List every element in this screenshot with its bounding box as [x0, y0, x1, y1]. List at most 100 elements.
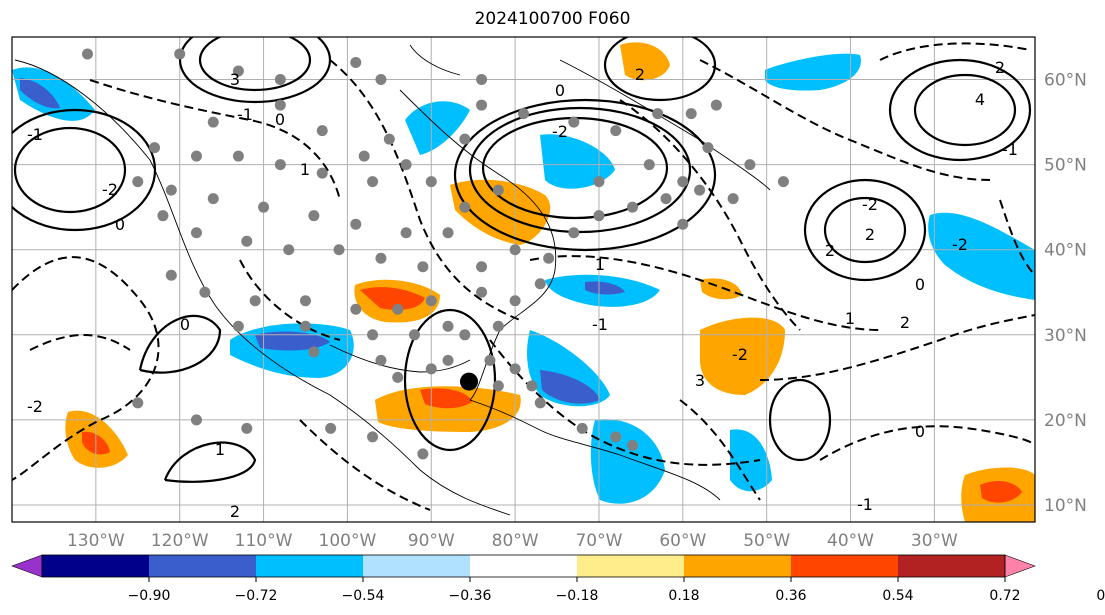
observation-dot: [190, 150, 202, 162]
observation-dot: [232, 320, 244, 332]
observation-dot: [442, 227, 454, 239]
observation-dot: [442, 320, 454, 332]
shade-region: [928, 212, 1035, 300]
observation-dot: [165, 269, 177, 281]
contour-label: 1: [215, 440, 225, 459]
observation-dots: [81, 48, 789, 460]
contour-label: -2: [552, 122, 568, 141]
observation-dot: [241, 422, 253, 434]
contour-label: -2: [862, 195, 878, 214]
shade-region: [585, 281, 625, 295]
observation-dot: [476, 99, 488, 111]
colorbar-tick-label: −0.90: [128, 588, 171, 604]
observation-dot: [459, 201, 471, 213]
chart-title: 2024100700 F060: [474, 9, 631, 29]
observation-dot: [308, 346, 320, 358]
observation-dot: [392, 303, 404, 315]
observation-dot: [518, 108, 529, 120]
lon-tick-label: 30°W: [911, 531, 958, 551]
anomaly-shading: [12, 42, 1035, 522]
shade-region: [420, 388, 472, 409]
contour-label: 2: [230, 502, 240, 521]
observation-dot: [274, 159, 286, 171]
contour-label: 0: [555, 81, 565, 100]
colorbar-segment: [791, 555, 898, 577]
contour-label: 2: [825, 241, 835, 260]
contour-label: 4: [975, 90, 985, 109]
observation-dot: [417, 261, 429, 273]
lon-tick-label: 50°W: [743, 531, 790, 551]
colorbar-segment: [898, 555, 1005, 577]
colorbar-segment: [42, 555, 149, 577]
observation-dot: [425, 176, 437, 188]
observation-dot: [350, 303, 362, 315]
observation-dot: [568, 227, 580, 239]
lon-tick-label: 90°W: [408, 531, 455, 551]
colorbar-tick-label: −0.72: [235, 588, 278, 604]
contour-label: -2: [952, 235, 968, 254]
observation-dot: [744, 159, 756, 171]
latitude-tick-labels: 60°N 50°N 40°N 30°N 20°N 10°N: [1044, 71, 1087, 516]
lon-tick-label: 100°W: [319, 531, 377, 551]
observation-dot: [442, 354, 454, 366]
observation-dot: [241, 235, 253, 247]
observation-dot: [593, 176, 605, 188]
observation-dot: [375, 74, 387, 86]
observation-dot: [316, 167, 328, 179]
observation-dot: [492, 320, 504, 332]
observation-dot: [190, 414, 202, 426]
observation-dot: [509, 244, 521, 256]
observation-dot: [299, 320, 311, 332]
observation-dot: [81, 48, 93, 60]
colorbar-segment: [256, 555, 363, 577]
shade-region: [700, 317, 785, 395]
contour-label: -1: [237, 105, 253, 124]
contour-label: 0: [915, 275, 925, 294]
colorbar-segment: [149, 555, 256, 577]
observation-dot: [610, 125, 622, 137]
observation-dot: [165, 184, 177, 196]
lon-tick-label: 110°W: [235, 531, 293, 551]
observation-dot: [417, 448, 429, 460]
contour-label: 2: [635, 65, 645, 84]
shade-region: [20, 78, 60, 109]
contour-label: 3: [695, 371, 705, 390]
observation-dot: [526, 380, 538, 392]
observation-dot: [132, 397, 144, 409]
observation-dot: [408, 329, 420, 341]
gridlines: [12, 37, 1035, 522]
contour-label: 2: [900, 313, 910, 332]
contour-label: 3: [230, 70, 240, 89]
shade-region: [360, 287, 425, 310]
observation-dot: [777, 176, 789, 188]
observation-dot: [484, 354, 496, 366]
shade-region: [405, 101, 470, 155]
colorbar-tick-label: −0.54: [342, 588, 385, 604]
observation-dot: [157, 210, 169, 222]
colorbar-tick-label: 0.54: [882, 588, 913, 604]
observation-dot: [274, 74, 286, 86]
colorbar-segment: [684, 555, 791, 577]
contour-label: -1: [857, 495, 873, 514]
colorbar-extend-high: [1004, 554, 1036, 578]
observation-dot: [308, 210, 320, 222]
contour-label: -1: [27, 125, 43, 144]
colorbar-tick-label: 0.72: [989, 588, 1020, 604]
observation-dot: [232, 150, 244, 162]
contour-label: 0: [915, 422, 925, 441]
observation-dot: [358, 150, 370, 162]
observation-dot: [375, 252, 387, 264]
colorbar-tick-label: 0.18: [668, 588, 699, 604]
lon-tick-label: 70°W: [575, 531, 622, 551]
observation-dot: [249, 295, 261, 307]
observation-dot: [660, 193, 672, 205]
observation-dot: [492, 380, 504, 392]
contour-label: -2: [27, 397, 43, 416]
lon-tick-label: 40°W: [827, 531, 874, 551]
shade-region: [765, 53, 861, 91]
contour-label: 0: [275, 110, 285, 129]
observation-dot: [232, 65, 244, 77]
shade-region: [540, 134, 615, 189]
observation-dot: [476, 286, 488, 298]
observation-dot: [299, 295, 311, 307]
